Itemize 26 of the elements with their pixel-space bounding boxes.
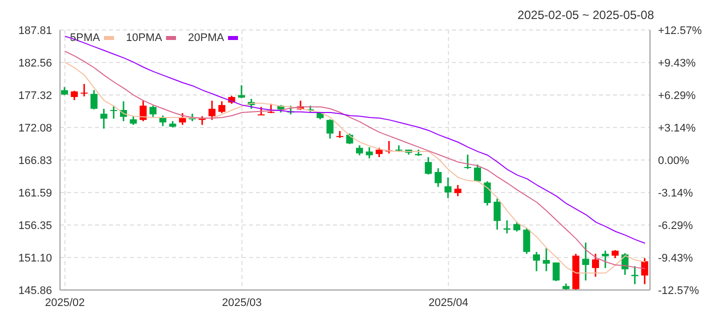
y2-tick-label: -3.14%: [658, 187, 694, 200]
y-tick-label: 177.32: [18, 90, 52, 102]
y2-tick-label: +9.43%: [658, 57, 696, 70]
x-tick-label: 2025/04: [428, 296, 468, 309]
legend-label: 5PMA: [70, 32, 100, 44]
legend-label: 20PMA: [188, 32, 224, 44]
candlestick: [198, 116, 206, 125]
y2-tick-label: +3.14%: [658, 122, 696, 134]
y-tick-label: 172.08: [18, 122, 52, 134]
y2-tick-label: +6.29%: [658, 90, 696, 102]
y2-tick-label: -12.57%: [658, 284, 700, 297]
legend-label: 10PMA: [126, 32, 162, 44]
y-tick-label: 166.83: [18, 154, 52, 167]
y2-tick-label: 0.00%: [658, 154, 690, 167]
y-tick-label: 156.35: [18, 220, 52, 232]
y-tick-label: 182.56: [18, 57, 52, 70]
y2-tick-label: -9.43%: [658, 252, 694, 264]
y-tick-label: 145.86: [18, 284, 52, 297]
x-tick-label: 2025/03: [222, 296, 262, 309]
x-tick-label: 2025/02: [45, 296, 85, 309]
y-tick-label: 151.10: [18, 252, 52, 264]
y-tick-label: 161.59: [18, 187, 52, 200]
chart-subtitle: 2025-02-05 ~ 2025-05-08: [518, 8, 654, 24]
y2-tick-label: -6.29%: [658, 220, 694, 232]
y2-tick-label: +12.57%: [658, 24, 702, 37]
y-tick-label: 187.81: [18, 24, 52, 37]
